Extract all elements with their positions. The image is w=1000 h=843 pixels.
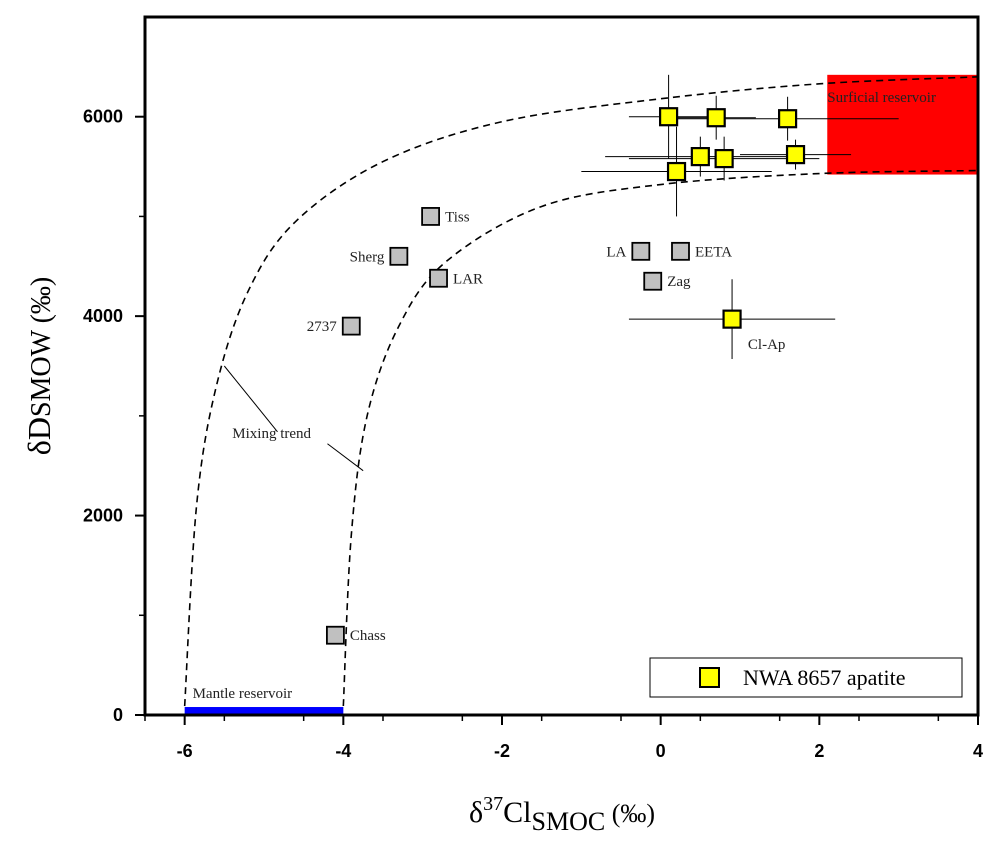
apatite-point-marker (706, 108, 726, 128)
mixing-curve-1 (183, 76, 978, 707)
point-label: Tiss (445, 209, 470, 225)
meteorite-point-marker (643, 271, 663, 291)
surficial-reservoir-region (827, 74, 978, 175)
x-tick-label: -4 (335, 741, 351, 761)
y-tick-label: 0 (113, 705, 123, 725)
axis-titles: δ37ClSMOC (‰) δDSMOW (‰) (21, 277, 655, 836)
reservoir-regions (184, 74, 978, 715)
mantle-reservoir-annotation: Mantle reservoir (193, 686, 293, 702)
x-tick-label: 0 (656, 741, 666, 761)
meteorite-point-marker (631, 241, 651, 261)
apatite-point-marker (666, 161, 687, 182)
apatite-point-marker (785, 145, 806, 165)
point-label: EETA (695, 244, 732, 260)
x-tick-label: -2 (494, 741, 510, 761)
point-label: Sherg (350, 249, 385, 265)
apatite-point-marker (777, 109, 798, 129)
mixing-curves (183, 76, 978, 707)
point-label: Zag (667, 274, 691, 290)
apatite-point-marker (690, 147, 710, 167)
mantle-reservoir-region (184, 707, 344, 715)
plot-frame (143, 15, 980, 717)
meteorite-point-marker (341, 316, 361, 336)
x-tick-label: 2 (814, 741, 824, 761)
y-tick-label: 4000 (83, 306, 123, 326)
meteorite-point-marker (325, 625, 345, 645)
x-tick-label: 4 (973, 741, 983, 761)
point-label: 2737 (307, 319, 338, 335)
y-tick-label: 6000 (83, 107, 123, 127)
point-label: LAR (453, 271, 483, 287)
mixing-trend-leader-1 (223, 365, 278, 433)
apatite-point-marker (658, 107, 679, 127)
meteorite-point-marker (671, 241, 690, 261)
meteorite-point-marker (429, 268, 448, 288)
x-axis-title: δ37ClSMOC (‰) (469, 793, 655, 836)
y-tick-label: 2000 (83, 506, 123, 526)
y-axis-title: δDSMOW (‰) (21, 277, 57, 455)
legend: NWA 8657 apatite (649, 657, 963, 698)
apatite-point-marker (722, 309, 742, 329)
mixing-trend-annotation: Mixing trend (232, 426, 311, 442)
legend-marker (699, 667, 720, 688)
legend-label: NWA 8657 apatite (743, 665, 906, 690)
data-points (325, 107, 806, 645)
mixing-trend-leader-2 (327, 443, 364, 472)
mixing-curve-2 (342, 169, 978, 707)
meteorite-point-marker (389, 246, 409, 266)
point-label: Chass (350, 628, 386, 644)
axes: -6 -4 -2 0 2 4 0 2000 4000 6000 (83, 15, 983, 761)
cl-ap-annotation: Cl-Ap (748, 337, 786, 353)
surficial-reservoir-annotation: Surficial reservoir (827, 90, 936, 106)
meteorite-point-marker (421, 207, 441, 226)
point-label: LA (606, 244, 626, 260)
x-tick-label: -6 (177, 741, 193, 761)
apatite-point-marker (714, 148, 734, 169)
